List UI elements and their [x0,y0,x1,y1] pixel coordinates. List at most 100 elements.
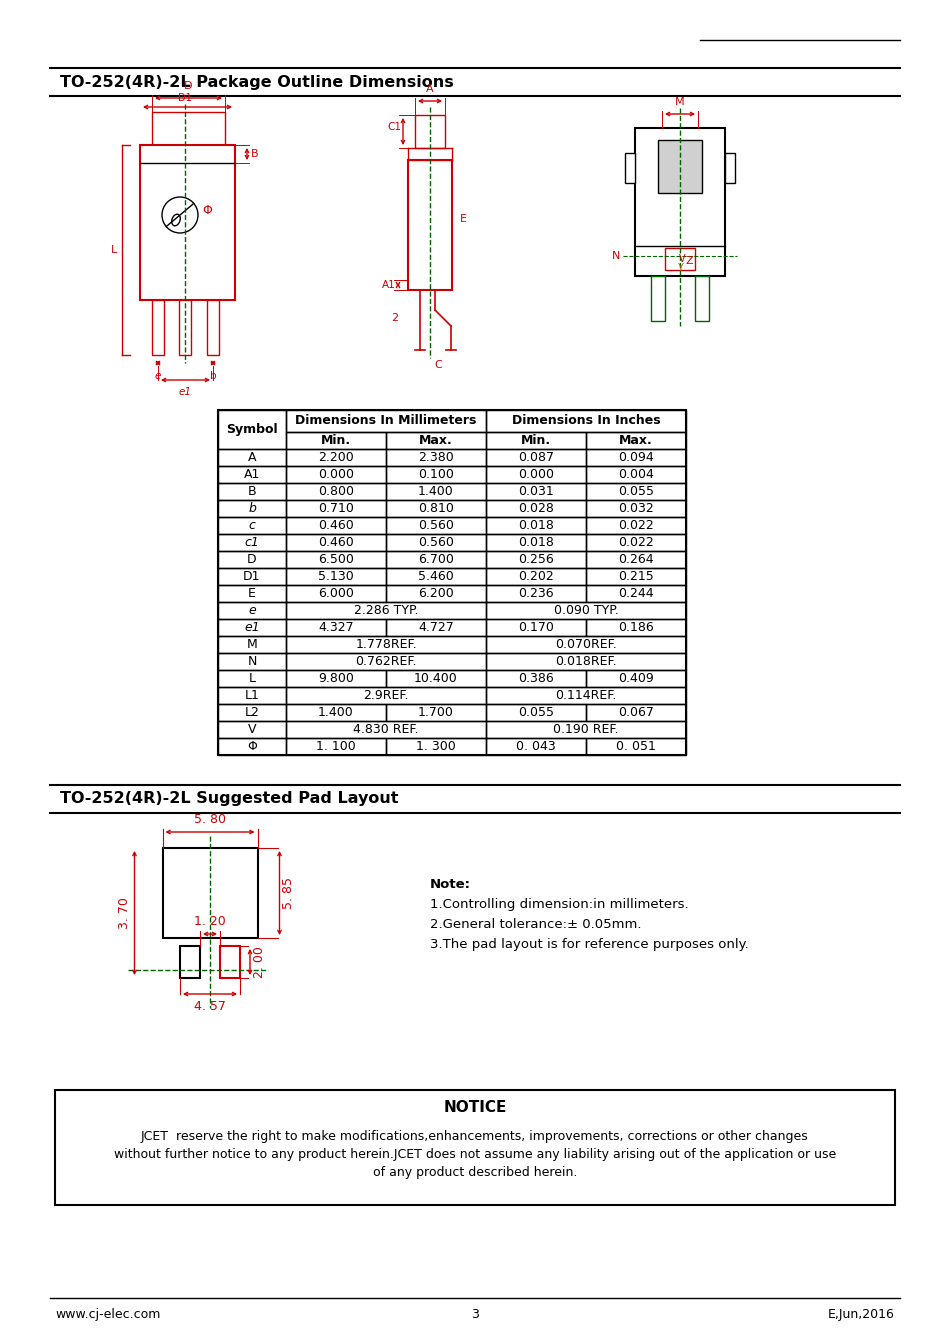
Bar [586,500,686,517]
Bar [586,517,686,534]
Text: 6.000: 6.000 [318,587,354,599]
Text: 0.032: 0.032 [618,503,654,515]
Text: B: B [248,485,256,499]
Text: L: L [111,245,117,255]
Text: C: C [434,360,442,370]
Bar [486,620,586,636]
Bar [586,466,686,482]
Bar [286,720,486,738]
Bar [486,482,586,500]
Bar [286,569,386,585]
Bar [218,466,286,482]
Text: 0.114REF.: 0.114REF. [556,689,617,702]
Bar [286,738,386,755]
Text: Z: Z [685,255,693,266]
Ellipse shape [172,214,180,226]
Text: 0.070REF.: 0.070REF. [555,638,617,650]
Bar [408,160,452,290]
Text: 0. 043: 0. 043 [516,741,556,753]
Text: N: N [247,655,256,668]
Text: V: V [678,254,685,263]
Text: 0.018REF.: 0.018REF. [555,655,617,668]
Bar [586,738,686,755]
Bar [286,517,386,534]
Bar [665,249,695,270]
Text: 1. 20: 1. 20 [194,915,226,927]
Text: Φ: Φ [247,741,256,753]
Text: E: E [460,214,467,224]
Bar [586,449,686,466]
Text: Φ: Φ [202,203,212,216]
Bar [486,534,586,551]
Bar [218,636,286,653]
Text: b: b [248,503,256,515]
Text: D1: D1 [243,570,260,583]
Bar [586,569,686,585]
Bar [286,602,486,620]
Bar [179,300,191,355]
Text: 2.200: 2.200 [318,452,353,464]
Text: 5.130: 5.130 [318,570,353,583]
Text: TO-252(4R)-2L Package Outline Dimensions: TO-252(4R)-2L Package Outline Dimensions [60,74,454,90]
Text: 6.700: 6.700 [418,552,454,566]
Bar [286,466,386,482]
Text: 0.028: 0.028 [518,503,554,515]
Bar [486,466,586,482]
Bar [386,449,486,466]
Text: 0.202: 0.202 [518,570,554,583]
Text: 1.400: 1.400 [318,706,353,719]
Bar [286,671,386,687]
Bar [586,482,686,500]
Text: 6.500: 6.500 [318,552,354,566]
Bar [486,500,586,517]
Text: 0.409: 0.409 [618,672,654,685]
Bar [152,300,164,355]
Bar [220,946,240,978]
Text: 3.The pad layout is for reference purposes only.: 3.The pad layout is for reference purpos… [430,938,749,952]
Text: A1: A1 [244,468,260,481]
Bar [286,482,386,500]
Text: 2.9REF.: 2.9REF. [363,689,408,702]
Bar [486,738,586,755]
Text: 0.236: 0.236 [518,587,554,599]
Bar [286,431,386,449]
Text: 4.727: 4.727 [418,621,454,634]
Text: 2.380: 2.380 [418,452,454,464]
Bar [635,128,725,276]
Bar [218,704,286,720]
Text: 2.General tolerance:± 0.05mm.: 2.General tolerance:± 0.05mm. [430,918,641,931]
Bar [162,848,257,938]
Text: E: E [248,587,256,599]
Text: 9.800: 9.800 [318,672,354,685]
Bar [486,517,586,534]
Text: C1: C1 [387,122,401,133]
Bar [586,551,686,569]
Text: Y: Y [677,263,683,273]
Bar [586,620,686,636]
Bar [586,534,686,551]
Text: 5.460: 5.460 [418,570,454,583]
Text: NOTICE: NOTICE [444,1101,506,1116]
Bar [218,449,286,466]
Bar [286,687,486,704]
Bar [218,569,286,585]
Bar [286,620,386,636]
Bar [218,620,286,636]
Text: e: e [248,603,256,617]
Bar [286,636,486,653]
Bar [218,482,286,500]
Bar [486,704,586,720]
Text: 0.067: 0.067 [618,706,654,719]
Text: 10.400: 10.400 [414,672,458,685]
Bar [218,671,286,687]
Text: 1.400: 1.400 [418,485,454,499]
Bar [586,704,686,720]
Bar [286,500,386,517]
Bar [486,602,686,620]
Text: 3. 70: 3. 70 [118,896,130,929]
Bar [486,569,586,585]
Bar [286,551,386,569]
Bar [55,1090,895,1206]
Bar [486,636,686,653]
Bar [586,431,686,449]
